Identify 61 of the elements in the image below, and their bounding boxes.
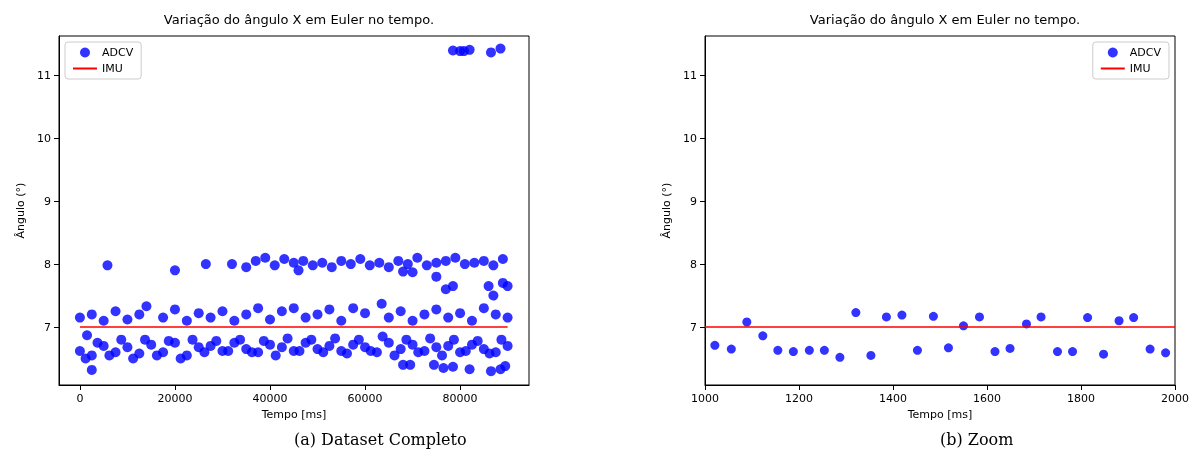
point (726, 344, 736, 354)
point (974, 312, 984, 322)
x-tick-label: 60000 (347, 392, 383, 405)
x-tick-label: 1000 (691, 392, 719, 405)
legend-label: ADCV (102, 46, 134, 59)
y-tick-label: 8 (44, 257, 51, 271)
text: (a) Dataset Completo (294, 429, 467, 449)
point (788, 347, 798, 357)
y-tick-label: 10 (37, 131, 51, 145)
x-tick-label: 20000 (157, 392, 193, 405)
point (819, 345, 829, 355)
point (1129, 313, 1139, 323)
x-tick-label: 2000 (1161, 392, 1189, 405)
x-axis-title: Tempo [ms] (260, 407, 327, 421)
chart-title: Variação do ângulo X em Euler no tempo. (809, 12, 1081, 27)
point (835, 352, 845, 362)
point (710, 340, 720, 350)
point (1036, 312, 1046, 322)
chart-title: Variação do ângulo X em Euler no tempo. (163, 12, 435, 27)
point (928, 311, 938, 321)
x-tick-label: 1800 (1067, 392, 1095, 405)
legend-label: IMU (102, 62, 123, 75)
point (758, 331, 768, 341)
x-tick-label: 80000 (442, 392, 478, 405)
point (881, 312, 891, 322)
x-tick-label: 1600 (973, 392, 1001, 405)
point (897, 310, 907, 320)
point (1145, 344, 1155, 354)
y-tick-label: 9 (44, 194, 51, 208)
point (1053, 347, 1062, 357)
x-tick-label: 0 (76, 392, 84, 405)
point (1068, 347, 1078, 357)
point (990, 347, 1000, 357)
y-tick-label: 11 (683, 68, 697, 82)
y-axis-title: Ângulo (°) (14, 182, 28, 239)
point (1161, 348, 1171, 358)
point (1083, 313, 1093, 323)
legend-label: IMU (1129, 62, 1151, 75)
legend-label: ADCV (1129, 46, 1162, 59)
point (943, 343, 953, 353)
y-tick-label: 7 (690, 320, 697, 334)
point (1005, 343, 1015, 353)
y-tick-label: 11 (37, 68, 51, 82)
x-tick-label: 1200 (785, 392, 813, 405)
point (742, 317, 752, 327)
y-tick-label: 10 (683, 131, 697, 145)
point (804, 345, 814, 355)
point (866, 350, 876, 360)
point (1114, 316, 1124, 326)
point (851, 308, 861, 318)
y-axis-title: Ângulo (°) (660, 182, 674, 239)
x-axis-title: Tempo [ms] (906, 407, 973, 421)
point (773, 345, 783, 355)
y-tick-label: 7 (44, 320, 51, 334)
x-tick-label: 40000 (252, 392, 288, 405)
x-tick-label: 1400 (879, 392, 907, 405)
point (912, 345, 922, 355)
y-tick-label: 9 (690, 194, 697, 208)
text: (b) Zoom (940, 429, 1014, 449)
point (1099, 349, 1109, 359)
y-tick-label: 8 (690, 257, 697, 271)
